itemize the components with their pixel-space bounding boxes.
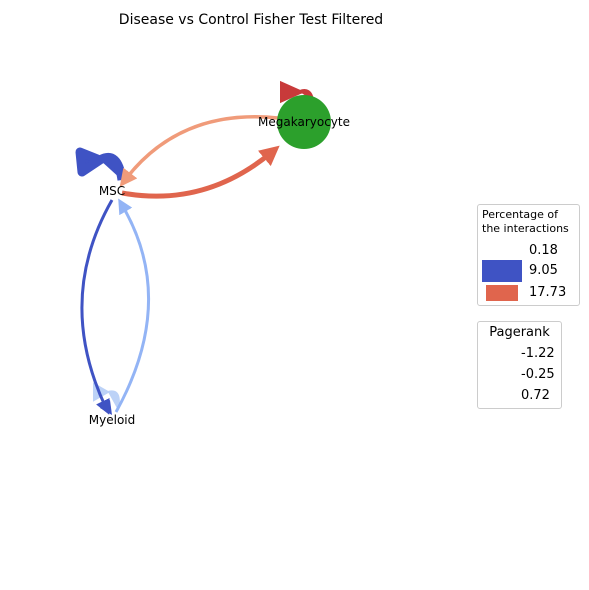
legend-label: 0.18 xyxy=(529,243,558,258)
legend-label: 17.73 xyxy=(529,285,567,300)
edge xyxy=(121,145,280,199)
legend-label: 9.05 xyxy=(529,263,558,278)
edge xyxy=(80,199,114,415)
node-label: Myeloid xyxy=(89,413,135,427)
legend-patch xyxy=(486,285,518,301)
legend-label: -1.22 xyxy=(521,346,555,361)
title: Disease vs Control Fisher Test Filtered xyxy=(119,12,383,28)
legend: Percentage of the interactions 0.18 9.05… xyxy=(477,204,580,306)
self-loop xyxy=(75,147,127,181)
node-label: MSC xyxy=(99,184,125,198)
legend-title: Pagerank xyxy=(489,325,550,340)
legend-label: 0.72 xyxy=(521,388,550,403)
legend-label: -0.25 xyxy=(521,367,555,382)
edge xyxy=(114,198,150,413)
node xyxy=(277,95,331,149)
legend: Pagerank -1.22 -0.25 0.72 xyxy=(477,321,562,409)
node-label: Megakaryocyte xyxy=(258,115,350,129)
edge xyxy=(119,115,279,187)
legend-title: Percentage of the interactions xyxy=(482,208,569,235)
legend-patch xyxy=(482,260,522,282)
